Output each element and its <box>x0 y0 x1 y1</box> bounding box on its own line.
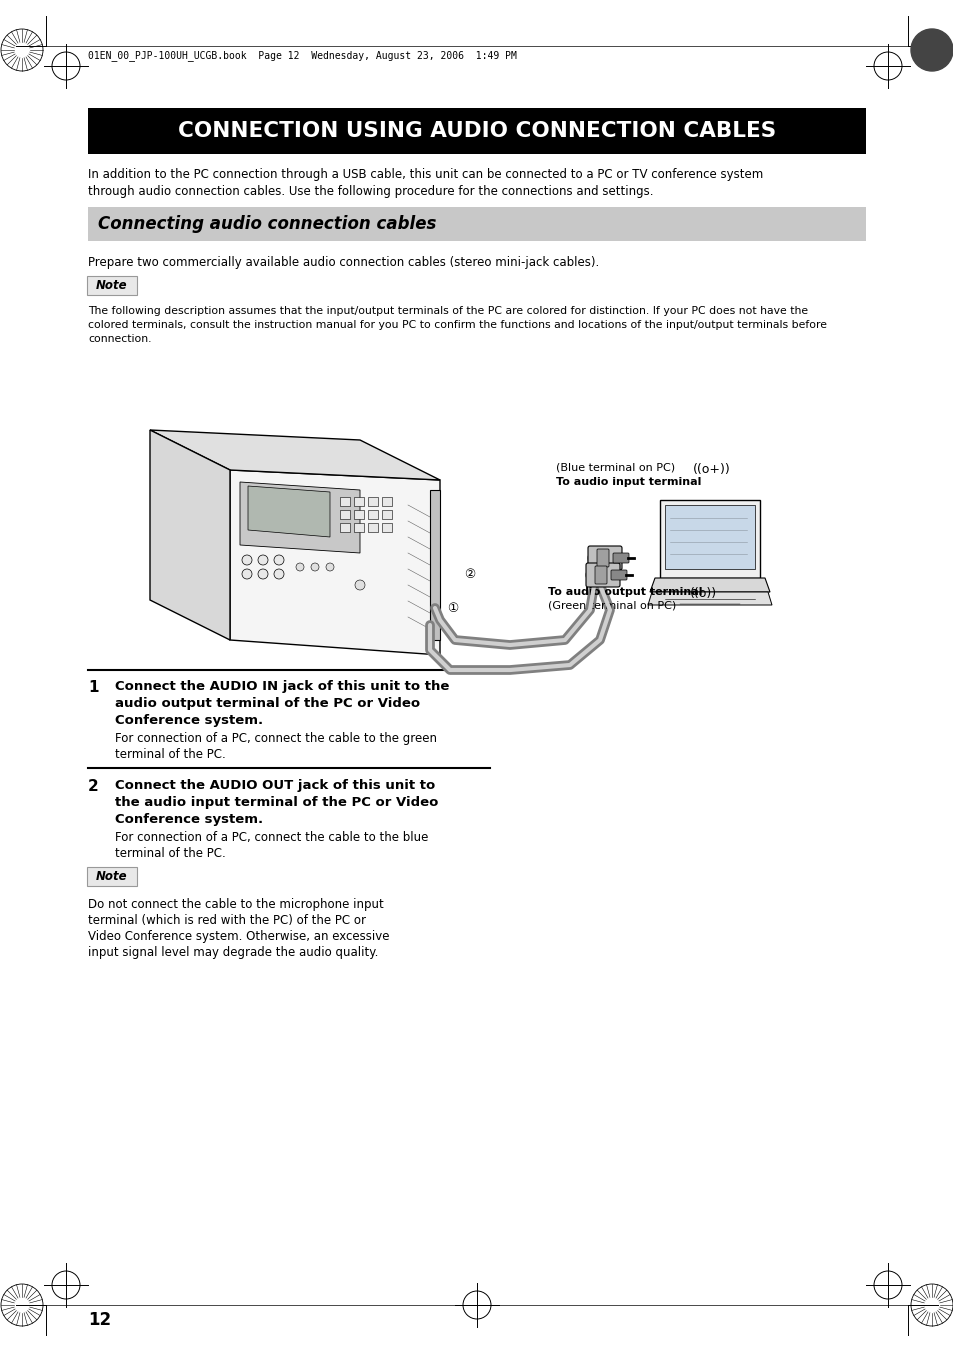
Text: terminal of the PC.: terminal of the PC. <box>115 847 226 861</box>
Text: CONNECTION USING AUDIO CONNECTION CABLES: CONNECTION USING AUDIO CONNECTION CABLES <box>177 122 776 141</box>
Polygon shape <box>339 523 350 532</box>
Text: Note: Note <box>96 280 128 292</box>
Circle shape <box>274 569 284 580</box>
Circle shape <box>295 563 304 571</box>
FancyBboxPatch shape <box>587 546 621 570</box>
Circle shape <box>355 580 365 590</box>
Circle shape <box>910 28 952 72</box>
Text: the audio input terminal of the PC or Video: the audio input terminal of the PC or Vi… <box>115 796 438 809</box>
FancyBboxPatch shape <box>597 549 608 567</box>
Polygon shape <box>381 509 392 519</box>
FancyBboxPatch shape <box>87 276 137 295</box>
Polygon shape <box>381 523 392 532</box>
Polygon shape <box>368 497 377 507</box>
Text: connection.: connection. <box>88 334 152 345</box>
Text: 12: 12 <box>88 1310 111 1329</box>
Text: ((o)): ((o)) <box>689 588 717 600</box>
Polygon shape <box>354 523 364 532</box>
Text: 2: 2 <box>88 780 99 794</box>
Polygon shape <box>430 490 439 640</box>
Circle shape <box>257 555 268 565</box>
Circle shape <box>311 563 318 571</box>
Polygon shape <box>649 578 769 592</box>
Text: through audio connection cables. Use the following procedure for the connections: through audio connection cables. Use the… <box>88 185 653 199</box>
FancyBboxPatch shape <box>88 108 865 154</box>
Polygon shape <box>230 470 439 655</box>
Polygon shape <box>381 497 392 507</box>
Polygon shape <box>150 430 230 640</box>
Text: Conference system.: Conference system. <box>115 713 263 727</box>
Circle shape <box>274 555 284 565</box>
Polygon shape <box>339 509 350 519</box>
Text: ②: ② <box>464 569 476 581</box>
Polygon shape <box>354 497 364 507</box>
Text: (Blue terminal on PC): (Blue terminal on PC) <box>556 463 675 473</box>
Circle shape <box>242 555 252 565</box>
FancyBboxPatch shape <box>595 566 606 584</box>
Text: colored terminals, consult the instruction manual for you PC to confirm the func: colored terminals, consult the instructi… <box>88 320 826 330</box>
Polygon shape <box>354 509 364 519</box>
Text: In addition to the PC connection through a USB cable, this unit can be connected: In addition to the PC connection through… <box>88 168 762 181</box>
Text: For connection of a PC, connect the cable to the green: For connection of a PC, connect the cabl… <box>115 732 436 744</box>
Text: Video Conference system. Otherwise, an excessive: Video Conference system. Otherwise, an e… <box>88 929 389 943</box>
Circle shape <box>326 563 334 571</box>
FancyBboxPatch shape <box>88 207 865 240</box>
Circle shape <box>257 569 268 580</box>
Text: ①: ① <box>447 601 458 615</box>
Text: 1: 1 <box>88 680 98 694</box>
Text: 01EN_00_PJP-100UH_UCGB.book  Page 12  Wednesday, August 23, 2006  1:49 PM: 01EN_00_PJP-100UH_UCGB.book Page 12 Wedn… <box>88 50 517 61</box>
Text: audio output terminal of the PC or Video: audio output terminal of the PC or Video <box>115 697 419 711</box>
Text: Prepare two commercially available audio connection cables (stereo mini-jack cab: Prepare two commercially available audio… <box>88 255 598 269</box>
Circle shape <box>242 569 252 580</box>
Text: For connection of a PC, connect the cable to the blue: For connection of a PC, connect the cabl… <box>115 831 428 844</box>
Polygon shape <box>368 509 377 519</box>
Polygon shape <box>248 486 330 536</box>
Text: The following description assumes that the input/output terminals of the PC are : The following description assumes that t… <box>88 305 807 316</box>
Polygon shape <box>647 592 771 605</box>
Text: input signal level may degrade the audio quality.: input signal level may degrade the audio… <box>88 946 378 959</box>
Polygon shape <box>659 500 760 578</box>
Polygon shape <box>368 523 377 532</box>
Text: To audio output terminal: To audio output terminal <box>547 586 701 597</box>
Polygon shape <box>339 497 350 507</box>
Polygon shape <box>240 482 359 553</box>
Text: terminal of the PC.: terminal of the PC. <box>115 748 226 761</box>
Text: Note: Note <box>96 870 128 884</box>
FancyBboxPatch shape <box>664 505 754 569</box>
FancyBboxPatch shape <box>610 570 626 580</box>
Text: Connect the AUDIO OUT jack of this unit to: Connect the AUDIO OUT jack of this unit … <box>115 780 435 792</box>
FancyBboxPatch shape <box>87 867 137 886</box>
Text: Conference system.: Conference system. <box>115 813 263 825</box>
FancyBboxPatch shape <box>585 563 619 586</box>
Text: terminal (which is red with the PC) of the PC or: terminal (which is red with the PC) of t… <box>88 915 366 927</box>
FancyBboxPatch shape <box>613 553 628 563</box>
Text: Do not connect the cable to the microphone input: Do not connect the cable to the micropho… <box>88 898 383 911</box>
Text: ((o+)): ((o+)) <box>692 463 730 477</box>
Text: To audio input terminal: To audio input terminal <box>556 477 700 486</box>
Text: Connecting audio connection cables: Connecting audio connection cables <box>98 215 436 232</box>
Polygon shape <box>150 430 439 480</box>
Text: (Green terminal on PC): (Green terminal on PC) <box>547 601 676 611</box>
Text: Connect the AUDIO IN jack of this unit to the: Connect the AUDIO IN jack of this unit t… <box>115 680 449 693</box>
